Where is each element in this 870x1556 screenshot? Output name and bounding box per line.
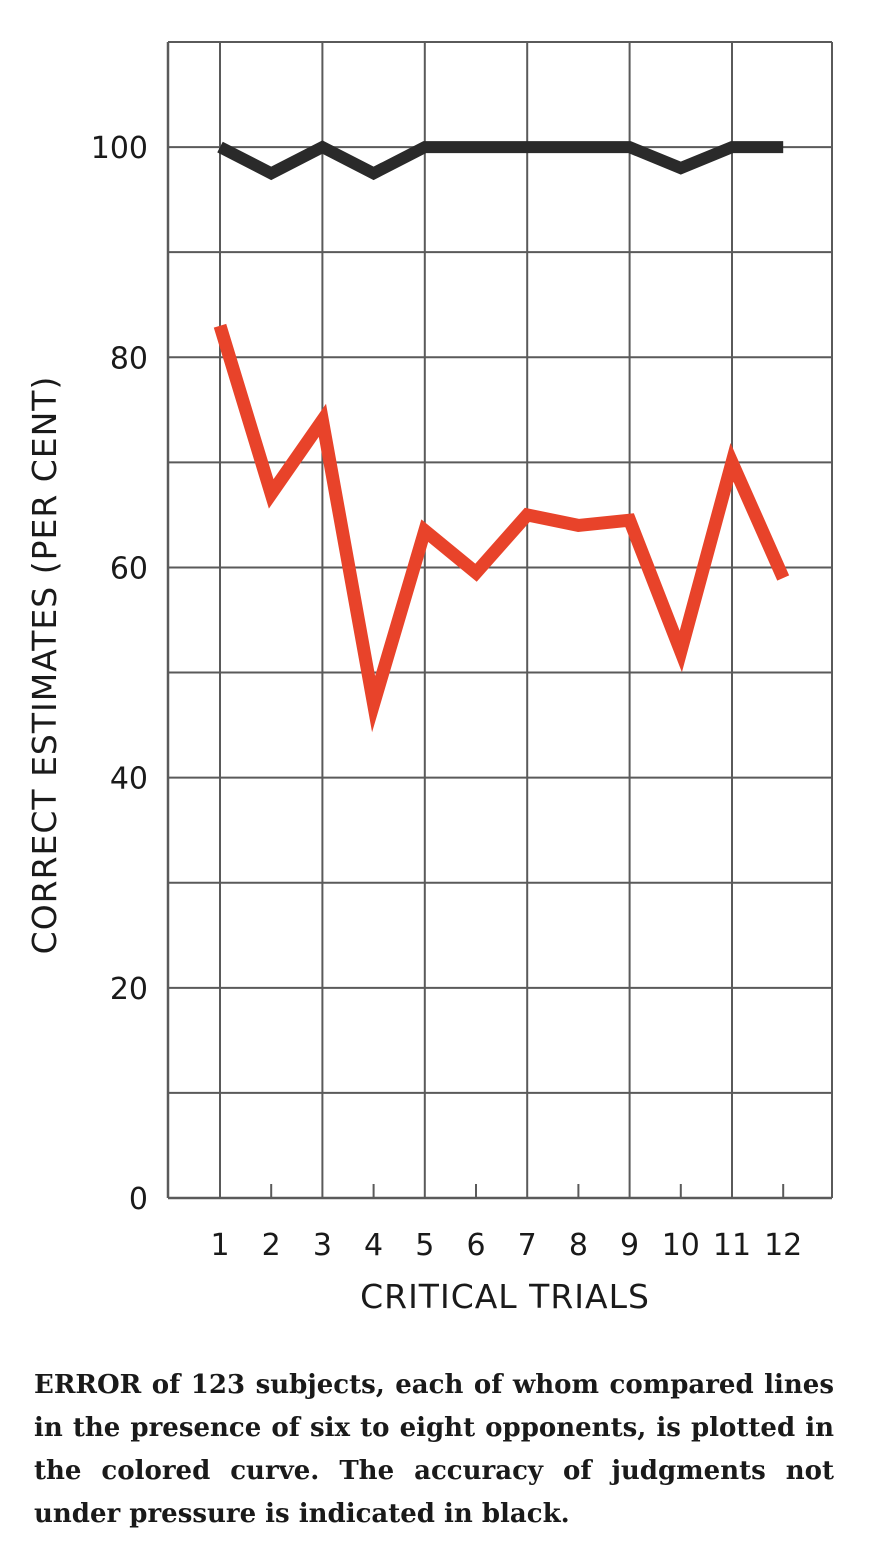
- x-tick-label: 9: [620, 1228, 639, 1263]
- y-tick-label: 20: [110, 972, 148, 1007]
- y-tick-label: 60: [110, 551, 148, 586]
- figure-caption: ERROR of 123 subjects, each of whom comp…: [34, 1370, 834, 1529]
- x-axis-title: CRITICAL TRIALS: [360, 1277, 650, 1316]
- y-tick-label: 40: [110, 762, 148, 797]
- x-tick-label: 1: [210, 1228, 229, 1263]
- series-lines: [213, 140, 790, 733]
- x-tick-label: 11: [713, 1228, 751, 1263]
- x-tick-label: 10: [662, 1228, 700, 1263]
- black-series-line: [217, 140, 784, 181]
- y-tick-label: 0: [129, 1182, 148, 1217]
- y-tick-label: 100: [91, 131, 148, 166]
- x-tick-label: 12: [764, 1228, 802, 1263]
- x-tick-label: 7: [518, 1228, 537, 1263]
- x-tick-label: 4: [364, 1228, 383, 1263]
- grid: [166, 41, 833, 1200]
- x-tick-label: 2: [262, 1228, 281, 1263]
- y-tick-label: 80: [110, 341, 148, 376]
- x-tick-label: 6: [466, 1228, 485, 1263]
- y-axis-title: CORRECT ESTIMATES (PER CENT): [25, 376, 64, 955]
- x-tick-label: 8: [569, 1228, 588, 1263]
- x-tick-label: 3: [313, 1228, 332, 1263]
- colored-series-line: [213, 323, 790, 733]
- x-tick-label: 5: [415, 1228, 434, 1263]
